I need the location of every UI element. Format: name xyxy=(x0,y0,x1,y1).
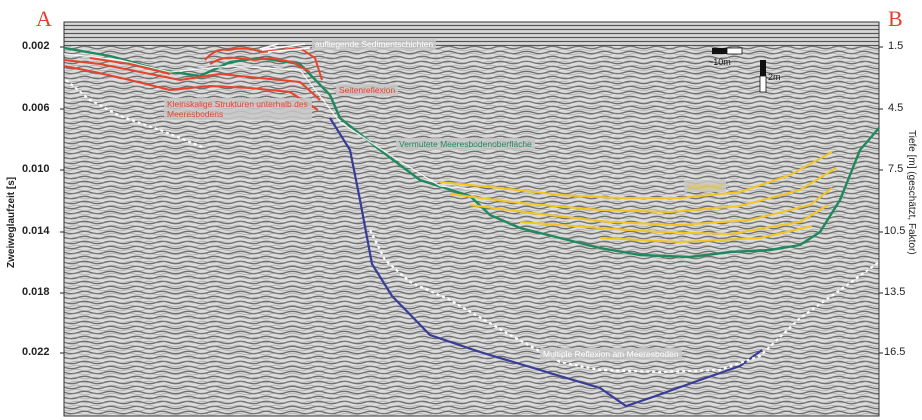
scale-label-horizontal: ~10m xyxy=(708,57,731,67)
right-tick-2: 7.5 xyxy=(888,163,904,175)
left-tick-3: 0.014 xyxy=(22,225,50,237)
sediment-lines xyxy=(439,151,837,244)
left-tick-1: 0.006 xyxy=(22,102,50,114)
seafloor-line xyxy=(63,46,880,259)
multiple-right-dashed xyxy=(369,229,880,374)
plot-frame xyxy=(63,21,880,417)
left-tick-5: 0.022 xyxy=(22,346,50,358)
right-tick-4: 13.5 xyxy=(884,286,906,298)
left-tick-4: 0.018 xyxy=(22,286,50,298)
left-axis-title: Zweiweglaufzeit [s] xyxy=(6,176,17,268)
label-sediment: Sediment xyxy=(684,180,726,192)
scale-bars xyxy=(712,47,767,93)
label-side-reflection: Seitenreflexion xyxy=(336,84,399,96)
multiple-left-dashed xyxy=(65,79,206,150)
right-axis-title: Tiefe [m] (geschätzt, Faktor) xyxy=(906,130,917,255)
pointer-lines xyxy=(259,43,311,53)
left-tick-2: 0.010 xyxy=(22,163,50,175)
label-overlying-sediment: aufliegende Sedimentschichten xyxy=(312,38,437,50)
corner-label-b: B xyxy=(888,6,903,31)
label-multiple-reflection: Multiple Reflexion am Meeresboden xyxy=(540,348,682,360)
label-small-structures: Kleinskalige Strukturen unterhalb des Me… xyxy=(164,98,312,120)
corner-label-a: A xyxy=(36,6,52,31)
right-tick-0: 1.5 xyxy=(888,40,904,52)
scale-label-vertical: 2m xyxy=(768,72,781,82)
water-column-stripes xyxy=(64,22,879,46)
left-tick-0: 0.002 xyxy=(22,40,50,52)
label-seafloor: Vermutete Meeresbodenoberfläche xyxy=(396,138,535,150)
right-tick-1: 4.5 xyxy=(888,102,904,114)
seafloor-white-line xyxy=(63,53,481,191)
right-tick-3: 10.5 xyxy=(884,225,906,237)
red-structures xyxy=(63,46,323,111)
tick-marks xyxy=(60,46,883,354)
right-tick-5: 16.5 xyxy=(884,346,906,358)
multiple-reflection-line xyxy=(329,117,763,408)
